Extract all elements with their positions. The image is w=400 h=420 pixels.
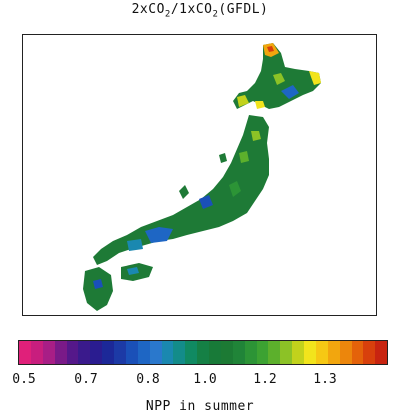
color-scale-cell (268, 341, 281, 364)
map-title: 2xCO2/1xCO2(GFDL) (0, 2, 400, 20)
color-scale-cell (54, 341, 67, 364)
color-scale-cell (114, 341, 126, 364)
sado-island (219, 153, 227, 163)
noto-peninsula (179, 185, 189, 199)
color-scale-cell (351, 341, 364, 364)
color-scale-cell (209, 341, 221, 364)
color-scale-bar (18, 340, 388, 365)
color-scale-cell (149, 341, 162, 364)
color-scale-cell (363, 341, 376, 364)
color-scale-cell (78, 341, 91, 364)
kyushu-detail (93, 279, 103, 289)
map-panel (22, 34, 377, 316)
color-scale-cell (30, 341, 43, 364)
color-scale-cell (304, 341, 316, 364)
legend-tick: 1.2 (253, 372, 277, 387)
title-subscript: 2 (164, 9, 171, 20)
hokkaido-region (233, 43, 321, 109)
legend-tick: 0.5 (12, 372, 36, 387)
title-text-part: 2xCO (131, 2, 165, 17)
honshu-region (93, 115, 269, 265)
color-scale-cell (375, 341, 388, 364)
color-scale-cell (173, 341, 186, 364)
color-scale-cell (220, 341, 233, 364)
color-scale-cell (161, 341, 174, 364)
color-scale-cell (137, 341, 150, 364)
color-scale-cell (339, 341, 352, 364)
color-scale-cell (90, 341, 103, 364)
color-scale-cell (232, 341, 245, 364)
shikoku-detail (127, 267, 139, 275)
japan-map (83, 43, 321, 311)
kyushu-region (83, 267, 113, 311)
color-scale-cell (102, 341, 114, 364)
color-scale-cell (125, 341, 138, 364)
legend-label: NPP in summer (145, 399, 255, 414)
color-scale-cell (185, 341, 198, 364)
color-scale-cell (66, 341, 79, 364)
color-scale-cell (315, 341, 328, 364)
legend-tick: 0.7 (74, 372, 98, 387)
color-scale-cell (244, 341, 257, 364)
title-subscript: 2 (212, 9, 219, 20)
title-text-part: (GFDL) (218, 2, 269, 17)
color-scale-cell (327, 341, 340, 364)
color-scale-cell (197, 341, 209, 364)
color-scale-cell (280, 341, 293, 364)
color-scale-cell (42, 341, 55, 364)
legend-tick: 0.8 (136, 372, 160, 387)
color-scale-cell (292, 341, 304, 364)
legend-tick: 1.3 (313, 372, 337, 387)
color-scale-cell (19, 341, 31, 364)
legend-tick: 1.0 (193, 372, 217, 387)
color-scale-cell (256, 341, 269, 364)
title-text-part: /1xCO (170, 2, 213, 17)
